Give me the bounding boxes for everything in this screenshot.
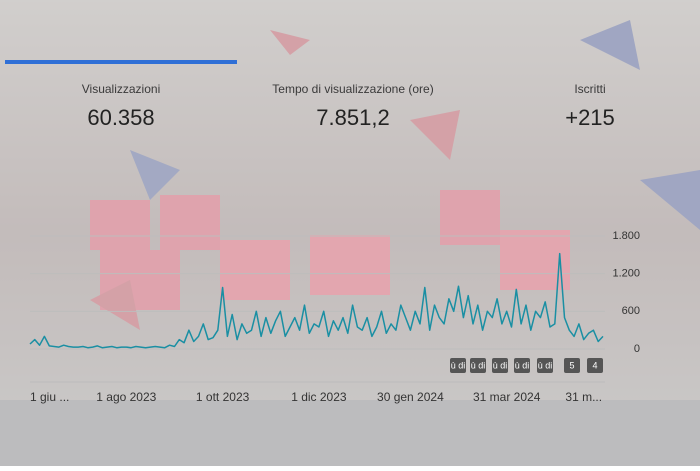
x-tick-label: 30 gen 2024 — [377, 390, 444, 404]
badge-box — [564, 358, 580, 373]
video-badge[interactable]: ù di — [492, 358, 508, 373]
badge-box — [537, 358, 553, 373]
x-tick-label: 31 mar 2024 — [473, 390, 541, 404]
selected-tab-indicator — [5, 60, 237, 64]
metric-value: 60.358 — [87, 105, 154, 130]
badge-box — [470, 358, 486, 373]
metric-tab[interactable]: Iscritti +215 — [565, 82, 615, 130]
metric-tab[interactable]: Tempo di visualizzazione (ore) 7.851,2 — [272, 82, 433, 130]
x-tick-label: 31 m... — [565, 390, 602, 404]
x-tick-label: 1 ago 2023 — [96, 390, 156, 404]
video-badge[interactable]: ù di — [514, 358, 530, 373]
x-tick-label: 1 ott 2023 — [196, 390, 250, 404]
metric-label: Iscritti — [574, 82, 605, 96]
badge-box — [450, 358, 466, 373]
badge-label: 4 — [592, 360, 597, 370]
views-line — [29, 252, 604, 349]
badge-box — [587, 358, 603, 373]
metric-value: 7.851,2 — [316, 105, 389, 130]
y-tick-label: 1.800 — [612, 230, 640, 242]
video-badge[interactable]: 4 — [587, 358, 603, 373]
y-tick-label: 0 — [634, 343, 640, 355]
badge-label: ù di — [451, 360, 466, 370]
video-badge[interactable]: 5 — [564, 358, 580, 373]
badge-label: ù di — [515, 360, 530, 370]
y-tick-label: 600 — [622, 305, 640, 317]
video-badge[interactable]: ù di — [470, 358, 486, 373]
x-tick-label: 1 dic 2023 — [291, 390, 347, 404]
x-tick-label: 1 giu ... — [30, 390, 69, 404]
metric-label: Tempo di visualizzazione (ore) — [272, 82, 433, 96]
badge-label: ù di — [471, 360, 486, 370]
badge-label: ù di — [538, 360, 553, 370]
badge-label: 5 — [569, 360, 574, 370]
metric-value: +215 — [565, 105, 615, 130]
badge-box — [492, 358, 508, 373]
metric-label: Visualizzazioni — [82, 82, 161, 96]
y-tick-label: 1.200 — [612, 268, 640, 280]
badge-label: ù di — [493, 360, 508, 370]
metric-tab[interactable]: Visualizzazioni 60.358 — [82, 82, 161, 130]
video-badge[interactable]: ù di — [537, 358, 553, 373]
video-badge[interactable]: ù di — [450, 358, 466, 373]
badge-box — [514, 358, 530, 373]
